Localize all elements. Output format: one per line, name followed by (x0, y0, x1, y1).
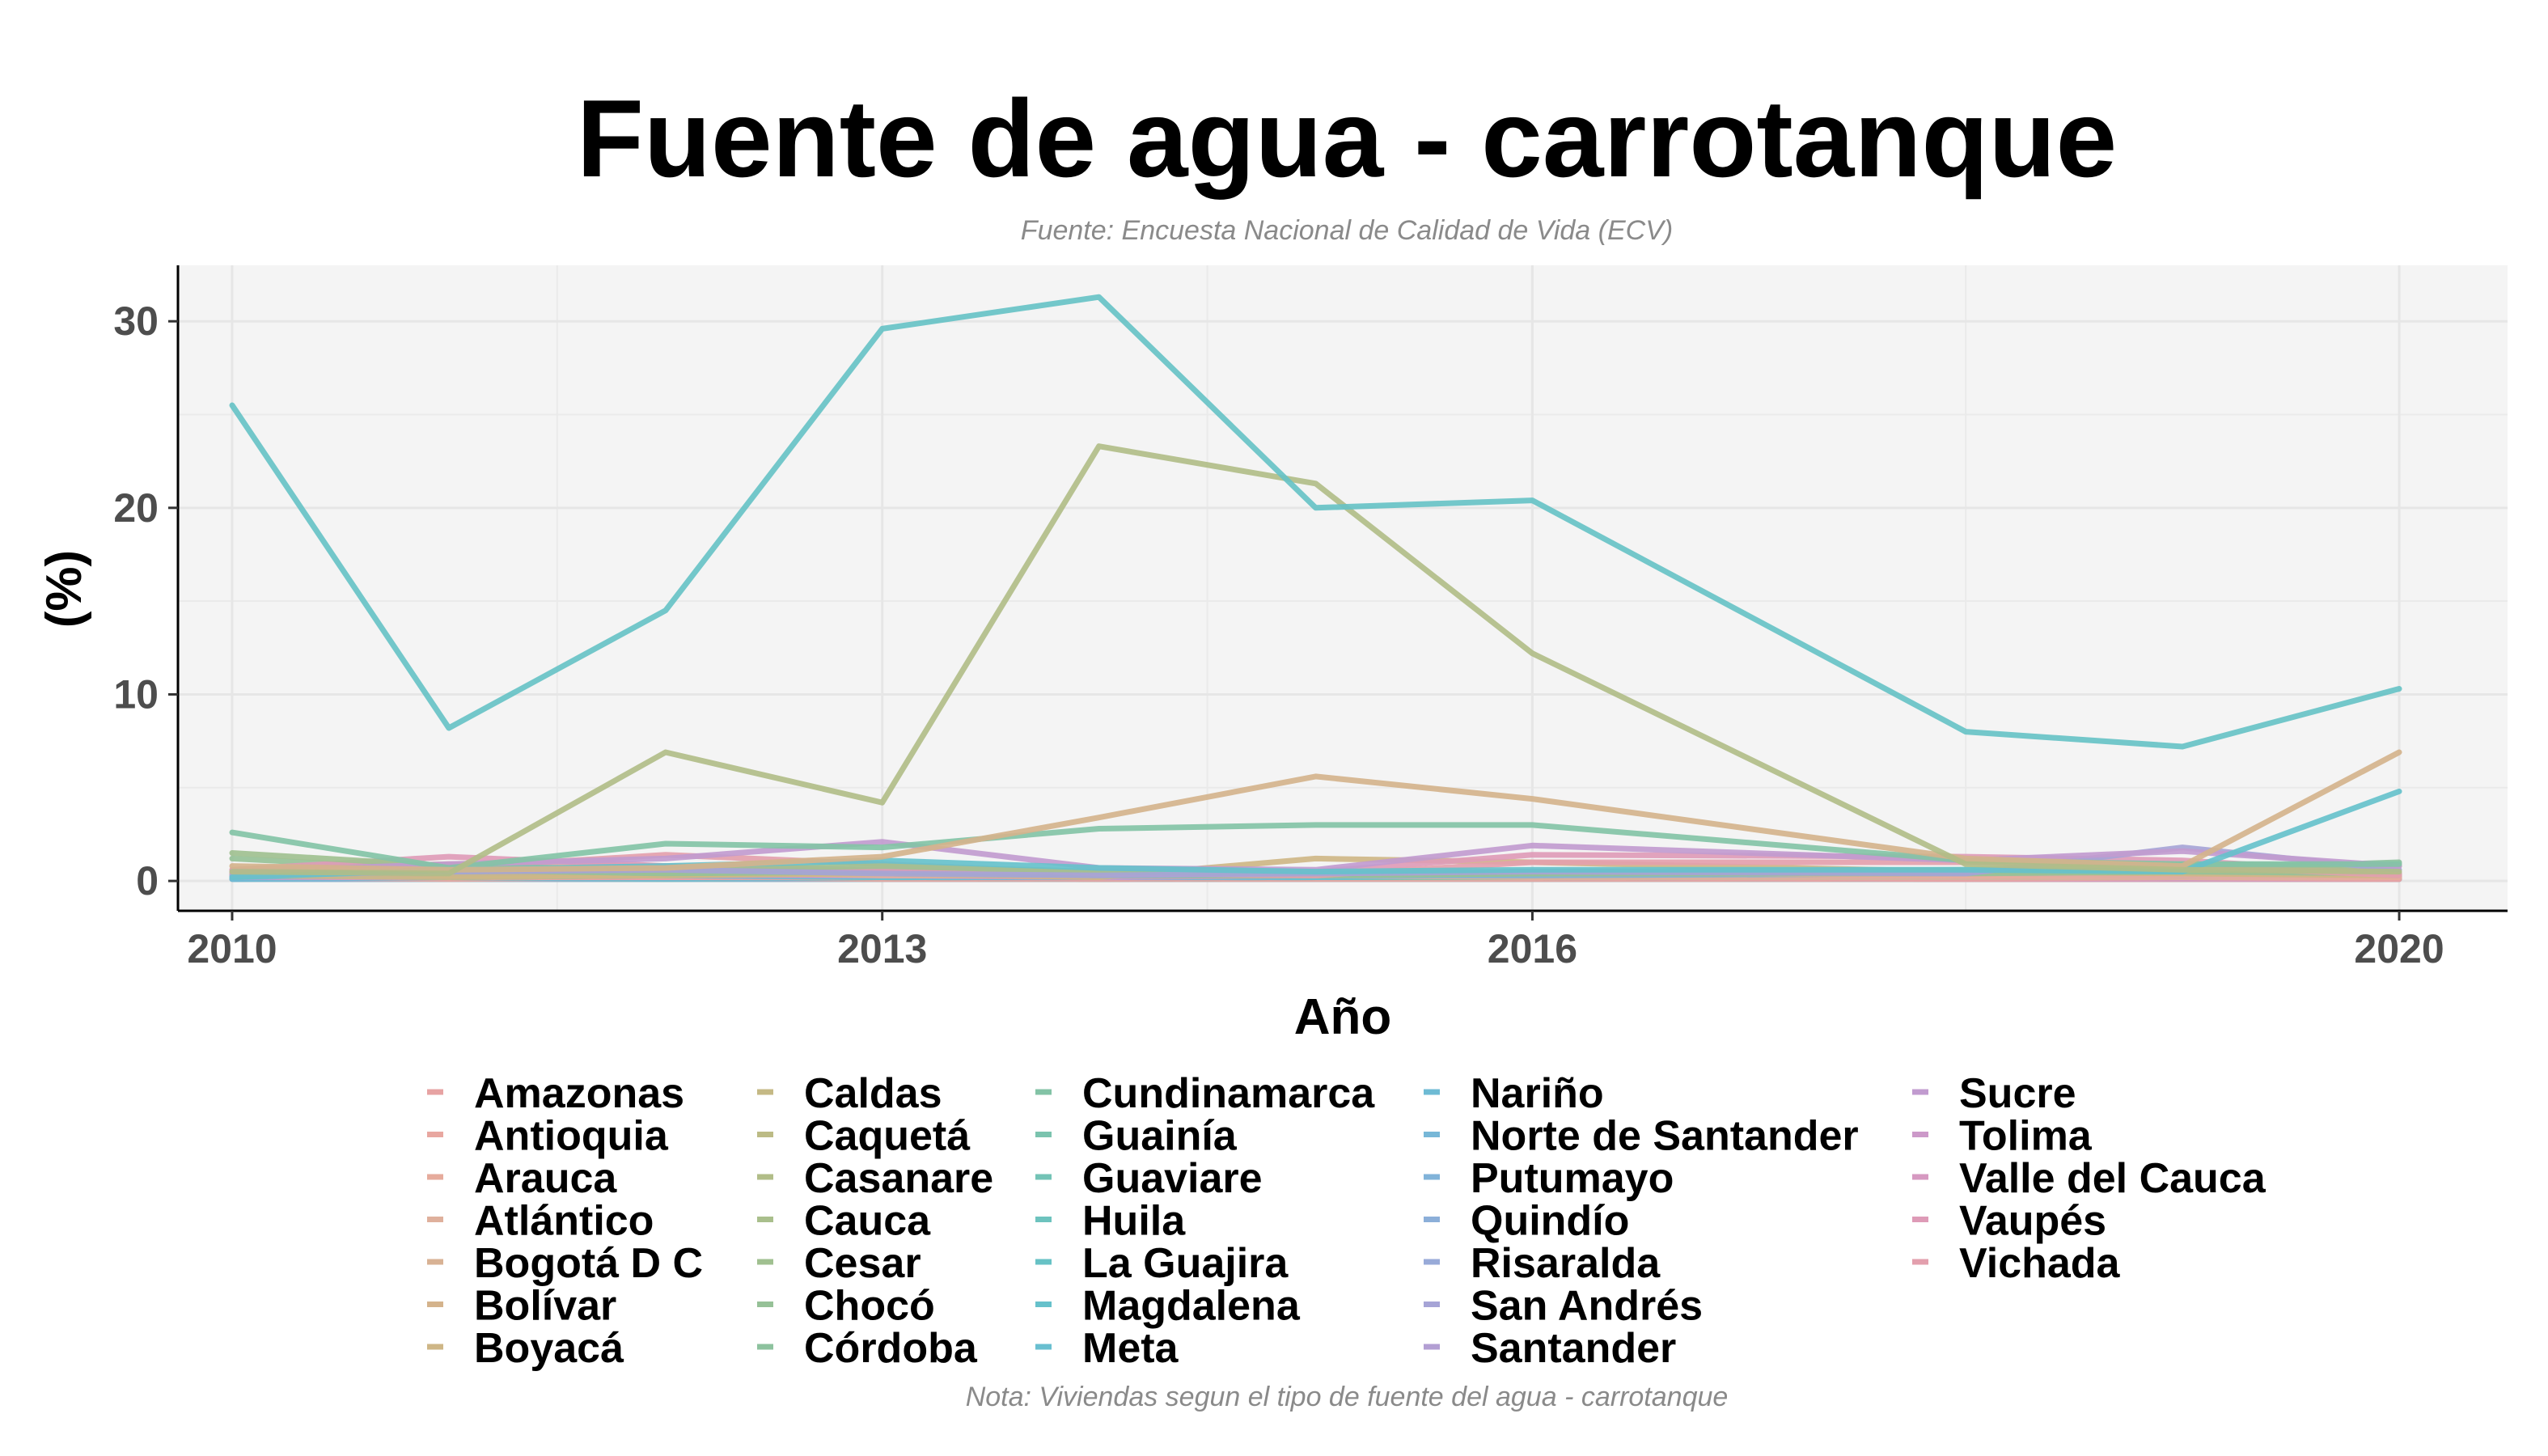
series-line (229, 443, 2402, 877)
legend-label: Huila (1082, 1198, 1186, 1245)
legend-label: Cundinamarca (1082, 1070, 1375, 1117)
legend-label: Caldas (804, 1070, 942, 1117)
legend-label: Guainía (1082, 1113, 1238, 1160)
legend-label: Córdoba (804, 1325, 978, 1372)
x-tick-label: 2016 (1488, 926, 1577, 971)
x-tick-label: 2010 (187, 926, 277, 971)
legend-label: La Guajira (1082, 1240, 1289, 1287)
axis-ticks: 2010 2013 2016 2020 0 10 20 30 (113, 298, 2444, 971)
x-tick-label: 2013 (837, 926, 927, 971)
legend-label: Magdalena (1082, 1283, 1301, 1330)
legend-label: Norte de Santander (1471, 1113, 1859, 1160)
legend-label: Arauca (474, 1155, 617, 1202)
legend-label: Nariño (1471, 1070, 1604, 1117)
legend-label: Caquetá (804, 1113, 971, 1160)
legend-label: Sucre (1959, 1070, 2076, 1117)
x-axis-title: Año (1294, 989, 1392, 1045)
y-tick-label: 20 (113, 485, 159, 531)
legend-label: Tolima (1959, 1113, 2093, 1160)
legend-label: Amazonas (474, 1070, 684, 1117)
legend-label: Putumayo (1471, 1155, 1674, 1202)
legend-label: Risaralda (1471, 1240, 1661, 1287)
legend-label: Valle del Cauca (1959, 1155, 2267, 1202)
chart-title: Fuente de agua - carrotanque (577, 77, 2117, 200)
chart-subtitle: Fuente: Encuesta Nacional de Calidad de … (1021, 215, 1673, 246)
legend-label: Bogotá D C (474, 1240, 703, 1287)
series-line (229, 749, 2402, 873)
legend-label: Boyacá (474, 1325, 624, 1372)
plot-panel (178, 265, 2508, 911)
legend-label: Casanare (804, 1155, 993, 1202)
legend-label: Cauca (804, 1198, 931, 1245)
legend-label: Bolívar (474, 1283, 616, 1330)
legend-label: Atlántico (474, 1198, 654, 1245)
y-tick-label: 0 (136, 858, 159, 904)
y-tick-label: 30 (113, 298, 159, 344)
series-line (229, 294, 2402, 750)
legend-label: Cesar (804, 1240, 921, 1287)
legend-label: Guaviare (1082, 1155, 1263, 1202)
y-axis-title: (%) (36, 550, 92, 628)
series-lines (229, 294, 2402, 882)
legend-label: Chocó (804, 1283, 935, 1330)
chart-caption: Nota: Viviendas segun el tipo de fuente … (966, 1382, 1729, 1412)
legend-label: San Andrés (1471, 1283, 1703, 1330)
legend-label: Vichada (1959, 1240, 2121, 1287)
legend-label: Vaupés (1959, 1198, 2106, 1245)
legend-label: Meta (1082, 1325, 1179, 1372)
legend-label: Santander (1471, 1325, 1676, 1372)
y-tick-label: 10 (113, 671, 159, 717)
legend-label: Quindío (1471, 1198, 1629, 1245)
legend-label: Antioquia (474, 1113, 669, 1160)
x-tick-label: 2020 (2354, 926, 2444, 971)
